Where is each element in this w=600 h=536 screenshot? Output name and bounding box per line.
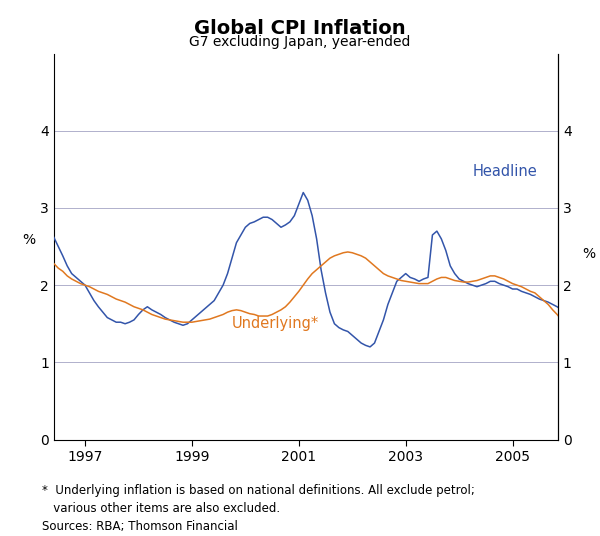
Y-axis label: %: % xyxy=(582,247,595,260)
Y-axis label: %: % xyxy=(23,233,36,247)
Text: Global CPI Inflation: Global CPI Inflation xyxy=(194,19,406,38)
Text: *  Underlying inflation is based on national definitions. All exclude petrol;
  : * Underlying inflation is based on natio… xyxy=(42,485,475,533)
Text: G7 excluding Japan, year-ended: G7 excluding Japan, year-ended xyxy=(190,35,410,49)
Text: Underlying*: Underlying* xyxy=(232,316,319,331)
Text: Headline: Headline xyxy=(472,163,537,178)
